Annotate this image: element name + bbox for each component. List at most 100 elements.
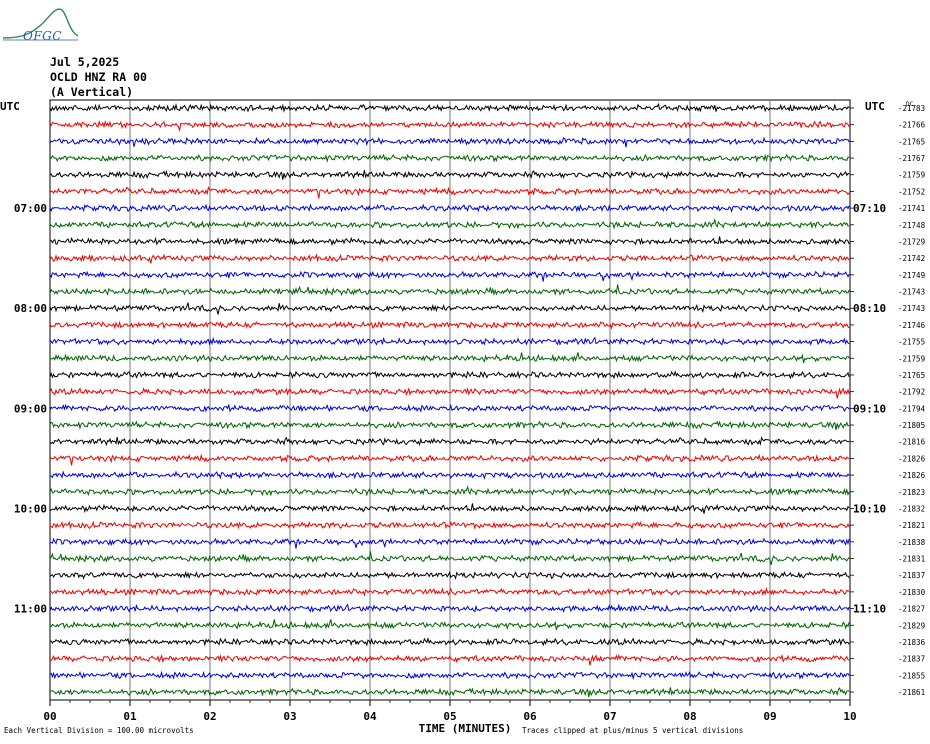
- trace-dc-offset: -21755: [898, 338, 925, 347]
- right-time-label: 09:10: [853, 402, 886, 415]
- logo-text: OFGC: [23, 29, 62, 43]
- seismic-trace: [49, 485, 850, 497]
- header-station: OCLD HNZ RA 00: [50, 70, 147, 84]
- seismic-trace: [49, 403, 850, 413]
- seismic-trace: [49, 570, 850, 581]
- seismic-trace: [49, 436, 850, 447]
- trace-dc-offset: -21832: [898, 504, 925, 513]
- trace-dc-offset: -21838: [898, 538, 926, 547]
- trace-dc-offset: -21741: [898, 204, 925, 213]
- seismic-trace: [49, 336, 850, 347]
- trace-dc-offset: -21805: [898, 421, 925, 430]
- seismic-trace: [49, 186, 850, 199]
- seismic-trace: [49, 387, 850, 399]
- trace-dc-offset: -21830: [898, 588, 926, 597]
- header-component: (A Vertical): [50, 85, 134, 99]
- x-tick-label: 04: [363, 710, 377, 723]
- seismic-trace: [49, 603, 850, 614]
- x-tick-label: 10: [843, 710, 856, 723]
- seismic-trace: [49, 453, 850, 466]
- trace-dc-offset: -21827: [898, 605, 925, 614]
- left-time-label: 10:00: [14, 502, 47, 515]
- x-tick-label: 01: [123, 710, 137, 723]
- seismic-trace: [49, 320, 850, 330]
- trace-dc-offset: -21765: [898, 371, 925, 380]
- trace-dc-offset: -21765: [898, 137, 925, 146]
- seismic-trace: [49, 352, 850, 364]
- left-time-label: 11:00: [14, 603, 47, 616]
- trace-dc-offset: -21783: [898, 104, 925, 113]
- seismic-trace: [49, 270, 850, 282]
- seismic-trace: [49, 102, 850, 113]
- footer-clip-note: Traces clipped at plus/minus 5 vertical …: [522, 726, 743, 735]
- trace-dc-offset: -21823: [898, 488, 925, 497]
- trace-dc-offset: -21861: [898, 688, 925, 697]
- right-time-label: 11:10: [853, 603, 886, 616]
- trace-dc-offset: -21746: [898, 321, 926, 330]
- x-tick-label: 02: [203, 710, 216, 723]
- seismic-trace: [49, 236, 850, 247]
- trace-dc-offset: -21836: [898, 638, 926, 647]
- right-time-label: 10:10: [853, 502, 886, 515]
- seismic-trace: [49, 153, 850, 163]
- left-axis-title: UTC: [0, 100, 20, 113]
- x-tick-label: 00: [43, 710, 56, 723]
- logo-wave-icon: [2, 8, 79, 41]
- seismic-trace: [49, 470, 850, 480]
- right-time-label: 08:10: [853, 302, 886, 315]
- seismic-trace: [49, 203, 850, 213]
- left-time-label: 08:00: [14, 302, 47, 315]
- right-time-label: 07:10: [853, 202, 886, 215]
- seismic-trace: [49, 503, 850, 514]
- trace-dc-offset: -21752: [898, 187, 925, 196]
- x-tick-label: 05: [443, 710, 456, 723]
- trace-dc-offset: -21749: [898, 271, 925, 280]
- x-tick-label: 06: [523, 710, 537, 723]
- seismic-trace: [49, 284, 850, 297]
- trace-dc-offset: -21748: [898, 221, 926, 230]
- x-tick-label: 09: [763, 710, 776, 723]
- trace-dc-offset: -21821: [898, 521, 925, 530]
- seismic-trace: [49, 136, 850, 148]
- seismic-trace: [49, 218, 850, 230]
- seismic-trace: [49, 420, 850, 431]
- seismic-trace: [49, 169, 850, 180]
- trace-dc-offset: -21742: [898, 254, 925, 263]
- seismic-trace: [49, 119, 850, 133]
- seismic-trace: [49, 520, 850, 530]
- trace-dc-offset: -21743: [898, 304, 925, 313]
- x-tick-label: 03: [283, 710, 296, 723]
- seismic-trace: [49, 370, 850, 380]
- trace-dc-offset: -21794: [898, 404, 926, 413]
- seismic-trace: [49, 653, 850, 666]
- trace-dc-offset: -21837: [898, 655, 925, 664]
- trace-dc-offset: -21792: [898, 388, 925, 397]
- seismic-trace: [49, 687, 850, 698]
- trace-dc-offset: -21743: [898, 288, 925, 297]
- seismic-trace: [49, 253, 850, 264]
- trace-dc-offset: -21826: [898, 471, 926, 480]
- right-axis-title: UTC: [865, 100, 885, 113]
- seismic-trace: [49, 302, 850, 315]
- seismic-trace: [49, 587, 850, 597]
- footer-scale-note: Each Vertical Division = 100.00 microvol…: [4, 726, 194, 735]
- trace-dc-offset: -21759: [898, 354, 925, 363]
- seismic-trace: [49, 637, 850, 647]
- trace-dc-offset: -21767: [898, 154, 925, 163]
- trace-dc-offset: -21826: [898, 454, 926, 463]
- x-tick-label: 07: [603, 710, 616, 723]
- dc-label: DC: [906, 101, 914, 108]
- trace-dc-offset: -21831: [898, 555, 925, 564]
- observatory-logo: OFGC: [0, 2, 80, 44]
- x-tick-label: 08: [683, 710, 696, 723]
- left-time-label: 09:00: [14, 402, 47, 415]
- x-axis-label: TIME (MINUTES): [419, 722, 512, 735]
- seismic-trace: [49, 551, 850, 565]
- left-time-label: 07:00: [14, 202, 47, 215]
- seismic-trace: [49, 619, 850, 631]
- trace-dc-offset: -21855: [898, 671, 925, 680]
- trace-dc-offset: -21816: [898, 438, 926, 447]
- trace-dc-offset: -21759: [898, 171, 925, 180]
- trace-dc-offset: -21829: [898, 621, 925, 630]
